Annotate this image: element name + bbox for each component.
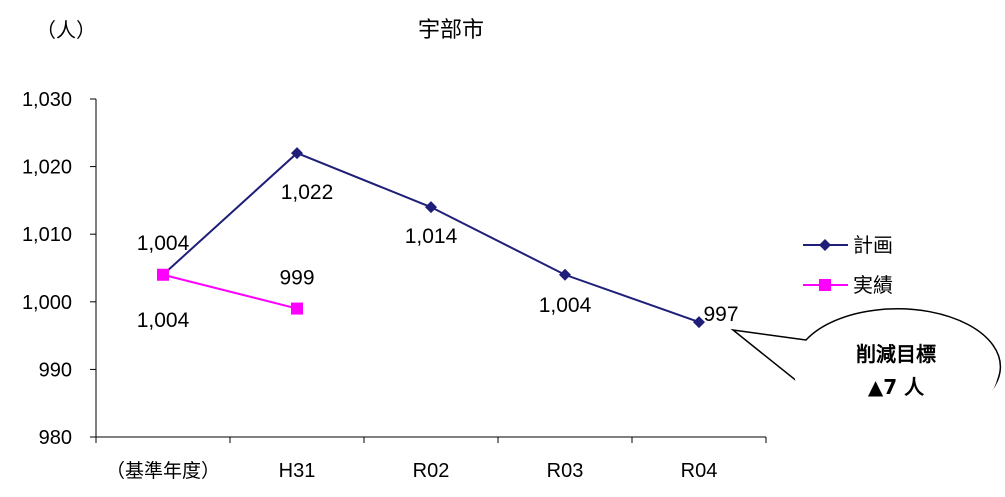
- data-label-actual: 999: [279, 267, 314, 290]
- legend-marker-square: [819, 279, 831, 291]
- annotation-callout: 削減目標 ▲7 人: [730, 308, 1002, 429]
- x-tick-labels: （基準年度） H31 R02 R03 R04: [106, 460, 717, 482]
- data-point-diamond: [559, 268, 571, 281]
- axes: [90, 98, 767, 443]
- x-tick-label: H31: [279, 460, 316, 482]
- chart-title: 宇部市: [418, 18, 485, 43]
- data-label-plan: 1,004: [137, 232, 190, 255]
- data-point-diamond: [425, 201, 437, 214]
- callout-text-line2: ▲7 人: [868, 375, 925, 399]
- y-tick-label: 980: [39, 427, 72, 449]
- legend-label: 実績: [853, 273, 893, 297]
- data-label-actual: 1,004: [137, 309, 190, 332]
- data-label-plan: 1,014: [405, 225, 458, 248]
- x-tick-label: R03: [547, 460, 584, 482]
- y-tick-label: 990: [39, 359, 72, 381]
- legend-marker-diamond: [819, 239, 831, 251]
- callout-bubble-fill: [794, 315, 998, 429]
- y-tick-label: 1,000: [22, 292, 72, 314]
- y-tick-label: 1,030: [22, 89, 72, 111]
- data-point-diamond: [693, 316, 705, 329]
- data-label-plan: 1,004: [539, 294, 592, 317]
- series-markers: [157, 147, 705, 329]
- y-axis-unit-label: （人）: [36, 18, 96, 42]
- data-point-diamond: [291, 147, 303, 160]
- data-point-square: [157, 268, 169, 281]
- series-line-2: [162, 273, 298, 310]
- legend-label: 計画: [853, 233, 893, 257]
- y-tick-labels: 980 990 1,000 1,010 1,020 1,030: [22, 89, 72, 449]
- x-tick-label: R02: [413, 460, 450, 482]
- callout-text-line1: 削減目標: [856, 342, 936, 366]
- x-tick-label: R04: [681, 460, 718, 482]
- y-tick-label: 1,010: [22, 224, 72, 246]
- y-tick-label: 1,020: [22, 157, 72, 179]
- data-point-square: [291, 302, 303, 315]
- data-label-plan: 1,022: [281, 181, 334, 204]
- data-labels: 1,004 1,022 1,014 1,004 997 1,004 999: [137, 181, 739, 332]
- data-label-plan: 997: [703, 303, 738, 326]
- x-tick-label: （基準年度）: [106, 460, 220, 482]
